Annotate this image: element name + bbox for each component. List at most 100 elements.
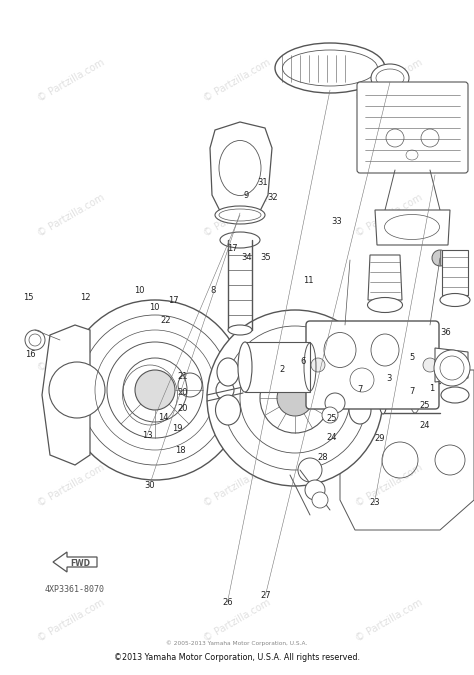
Text: 20: 20 xyxy=(177,404,188,413)
Text: © Partzilla.com: © Partzilla.com xyxy=(36,328,106,374)
Text: 9: 9 xyxy=(244,191,249,200)
Text: 4XP3361-8070: 4XP3361-8070 xyxy=(45,585,105,595)
Ellipse shape xyxy=(216,380,234,400)
Text: © Partzilla.com: © Partzilla.com xyxy=(354,598,424,644)
Text: © Partzilla.com: © Partzilla.com xyxy=(36,58,106,104)
Text: 7: 7 xyxy=(410,387,415,396)
Text: 29: 29 xyxy=(374,434,384,443)
FancyBboxPatch shape xyxy=(306,321,439,409)
Text: © Partzilla.com: © Partzilla.com xyxy=(354,58,424,104)
Text: © Partzilla.com: © Partzilla.com xyxy=(202,463,272,509)
Text: 20: 20 xyxy=(177,388,188,398)
Text: 13: 13 xyxy=(142,431,152,440)
Text: 6: 6 xyxy=(301,356,306,366)
Circle shape xyxy=(322,407,338,423)
Ellipse shape xyxy=(216,395,240,425)
Circle shape xyxy=(432,250,448,266)
Circle shape xyxy=(311,358,325,372)
Text: © Partzilla.com: © Partzilla.com xyxy=(202,598,272,644)
Text: 27: 27 xyxy=(260,591,271,600)
Circle shape xyxy=(207,310,383,486)
Text: 12: 12 xyxy=(80,292,91,302)
Polygon shape xyxy=(53,552,97,572)
Text: © Partzilla.com: © Partzilla.com xyxy=(354,193,424,239)
Text: © Partzilla.com: © Partzilla.com xyxy=(202,58,272,104)
Text: 26: 26 xyxy=(222,597,233,607)
Text: © Partzilla.com: © Partzilla.com xyxy=(354,463,424,509)
Text: 21: 21 xyxy=(177,372,188,381)
Text: © Partzilla.com: © Partzilla.com xyxy=(202,328,272,374)
Circle shape xyxy=(423,358,437,372)
Text: 1: 1 xyxy=(428,383,434,393)
Text: 32: 32 xyxy=(267,192,278,202)
Text: © Partzilla.com: © Partzilla.com xyxy=(36,463,106,509)
Ellipse shape xyxy=(349,396,371,424)
Text: 24: 24 xyxy=(419,421,429,430)
Polygon shape xyxy=(368,255,402,300)
Text: 23: 23 xyxy=(369,498,380,508)
Text: 8: 8 xyxy=(210,286,216,295)
Text: 24: 24 xyxy=(327,433,337,442)
Circle shape xyxy=(312,492,328,508)
Text: © Partzilla.com: © Partzilla.com xyxy=(202,193,272,239)
Ellipse shape xyxy=(217,358,239,386)
Text: 25: 25 xyxy=(419,400,429,410)
Text: 16: 16 xyxy=(26,350,36,359)
Text: 25: 25 xyxy=(327,414,337,423)
Text: ©2013 Yamaha Motor Corporation, U.S.A. All rights reserved.: ©2013 Yamaha Motor Corporation, U.S.A. A… xyxy=(114,653,360,662)
Ellipse shape xyxy=(440,294,470,306)
Ellipse shape xyxy=(215,206,265,224)
Circle shape xyxy=(135,370,175,410)
Text: 14: 14 xyxy=(158,412,169,422)
Text: 5: 5 xyxy=(410,353,415,362)
Text: 22: 22 xyxy=(161,316,171,325)
Text: FWD: FWD xyxy=(70,558,90,568)
Text: 34: 34 xyxy=(241,253,252,263)
Text: 2: 2 xyxy=(279,365,285,375)
Text: 11: 11 xyxy=(303,275,313,285)
Polygon shape xyxy=(340,370,474,530)
Text: 31: 31 xyxy=(258,178,268,187)
Circle shape xyxy=(25,330,45,350)
Ellipse shape xyxy=(228,325,252,335)
Text: © Partzilla.com: © Partzilla.com xyxy=(354,328,424,374)
Polygon shape xyxy=(442,250,468,295)
Text: 17: 17 xyxy=(168,296,178,305)
Circle shape xyxy=(434,350,470,386)
Polygon shape xyxy=(42,325,90,465)
Text: 7: 7 xyxy=(357,385,363,394)
Circle shape xyxy=(325,393,345,413)
Text: 17: 17 xyxy=(227,244,237,253)
FancyBboxPatch shape xyxy=(357,82,468,173)
Text: 10: 10 xyxy=(135,286,145,295)
Circle shape xyxy=(298,458,322,482)
Text: 33: 33 xyxy=(331,217,342,226)
Text: 19: 19 xyxy=(173,424,183,433)
Circle shape xyxy=(49,362,105,418)
Circle shape xyxy=(277,380,313,416)
Circle shape xyxy=(65,300,245,480)
Ellipse shape xyxy=(275,43,385,93)
Ellipse shape xyxy=(238,342,252,392)
Text: 28: 28 xyxy=(317,453,328,462)
Text: 18: 18 xyxy=(175,446,185,456)
Text: 10: 10 xyxy=(149,302,159,312)
Polygon shape xyxy=(435,348,468,382)
Ellipse shape xyxy=(379,382,387,414)
Polygon shape xyxy=(210,122,272,220)
Ellipse shape xyxy=(441,387,469,403)
Ellipse shape xyxy=(220,232,260,248)
Text: 36: 36 xyxy=(440,327,451,337)
Text: 15: 15 xyxy=(23,292,34,302)
Ellipse shape xyxy=(371,64,409,92)
Text: 35: 35 xyxy=(260,253,271,263)
Text: 3: 3 xyxy=(386,373,392,383)
Ellipse shape xyxy=(367,298,402,313)
Circle shape xyxy=(305,480,325,500)
Text: 30: 30 xyxy=(144,481,155,491)
Text: © 2005-2013 Yamaha Motor Corporation, U.S.A.: © 2005-2013 Yamaha Motor Corporation, U.… xyxy=(166,640,308,646)
Polygon shape xyxy=(245,342,310,392)
Polygon shape xyxy=(375,210,450,245)
Text: © Partzilla.com: © Partzilla.com xyxy=(36,598,106,644)
Text: © Partzilla.com: © Partzilla.com xyxy=(36,193,106,239)
